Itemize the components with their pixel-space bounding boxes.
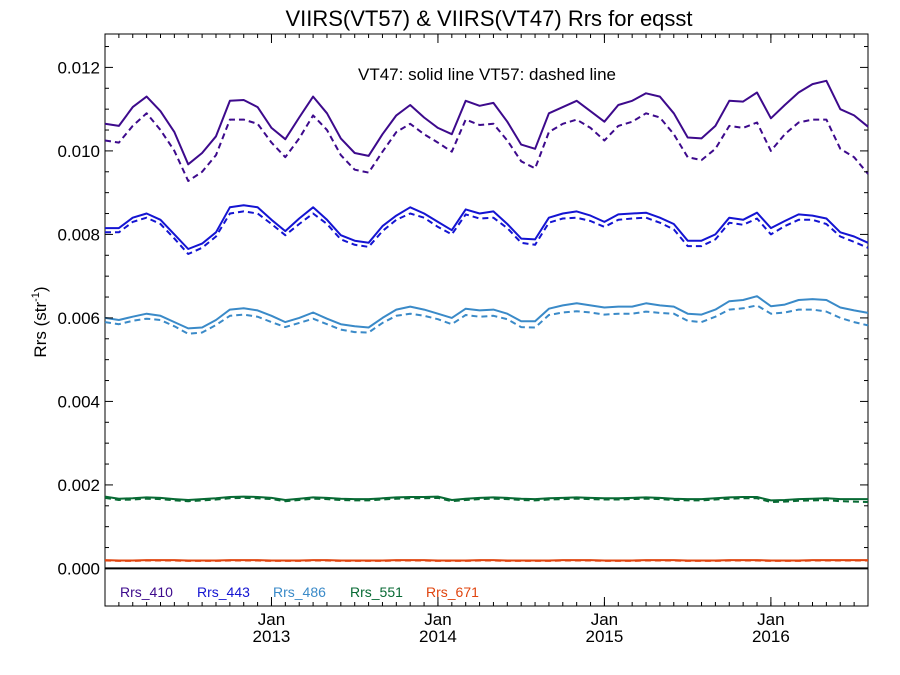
x-tick-year-label: 2016 <box>752 627 790 646</box>
legend-item-rrs-410: Rrs_410 <box>120 584 173 600</box>
y-axis-label: Rrs (str-1) <box>30 286 50 357</box>
y-axis: 0.000 0.002 0.004 0.006 0.008 0.010 0.012 <box>57 46 868 578</box>
y-tick-label: 0.012 <box>57 58 100 77</box>
y-axis-label-close: ) <box>31 286 50 292</box>
x-tick-year-label: 2015 <box>586 627 624 646</box>
plot-area <box>104 33 869 607</box>
y-tick-label: 0.000 <box>57 559 100 578</box>
y-axis-label-sup: -1 <box>30 292 42 302</box>
y-tick-label: 0.002 <box>57 476 100 495</box>
legend-item-rrs-551: Rrs_551 <box>350 584 403 600</box>
series-layer <box>104 79 869 562</box>
x-tick-month-label: Jan <box>757 610 784 629</box>
series-line-rrs-486-solid <box>104 295 869 330</box>
series-line-rrs-410-dashed <box>104 112 869 182</box>
legend-item-rrs-486: Rrs_486 <box>273 584 326 600</box>
series-line-rrs-551-dashed <box>104 496 869 503</box>
legend-item-rrs-671: Rrs_671 <box>426 584 479 600</box>
series-line-rrs-443-dashed <box>105 210 869 255</box>
chart-title: VIIRS(VT57) & VIIRS(VT47) Rrs for eqsst <box>285 6 692 31</box>
y-tick-label: 0.008 <box>57 225 100 244</box>
legend-item-rrs-443: Rrs_443 <box>197 584 250 600</box>
y-tick-label: 0.010 <box>57 142 100 161</box>
legend: Rrs_410 Rrs_443 Rrs_486 Rrs_551 Rrs_671 <box>120 584 479 600</box>
x-tick-year-label: 2013 <box>253 627 291 646</box>
y-tick-label: 0.006 <box>57 309 100 328</box>
x-tick-month-label: Jan <box>591 610 618 629</box>
series-line-rrs-410-solid <box>104 79 869 166</box>
y-axis-label-text: Rrs (str <box>31 302 50 358</box>
series-line-rrs-443-solid <box>105 204 869 250</box>
series-line-rrs-551-solid <box>104 495 868 502</box>
x-tick-month-label: Jan <box>258 610 285 629</box>
x-tick-year-label: 2014 <box>419 627 457 646</box>
plot-frame <box>104 33 869 607</box>
line-style-annotation: VT47: solid line VT57: dashed line <box>358 65 616 84</box>
x-tick-month-label: Jan <box>424 610 451 629</box>
series-line-rrs-486-dashed <box>104 304 869 335</box>
y-tick-label: 0.004 <box>57 392 100 411</box>
